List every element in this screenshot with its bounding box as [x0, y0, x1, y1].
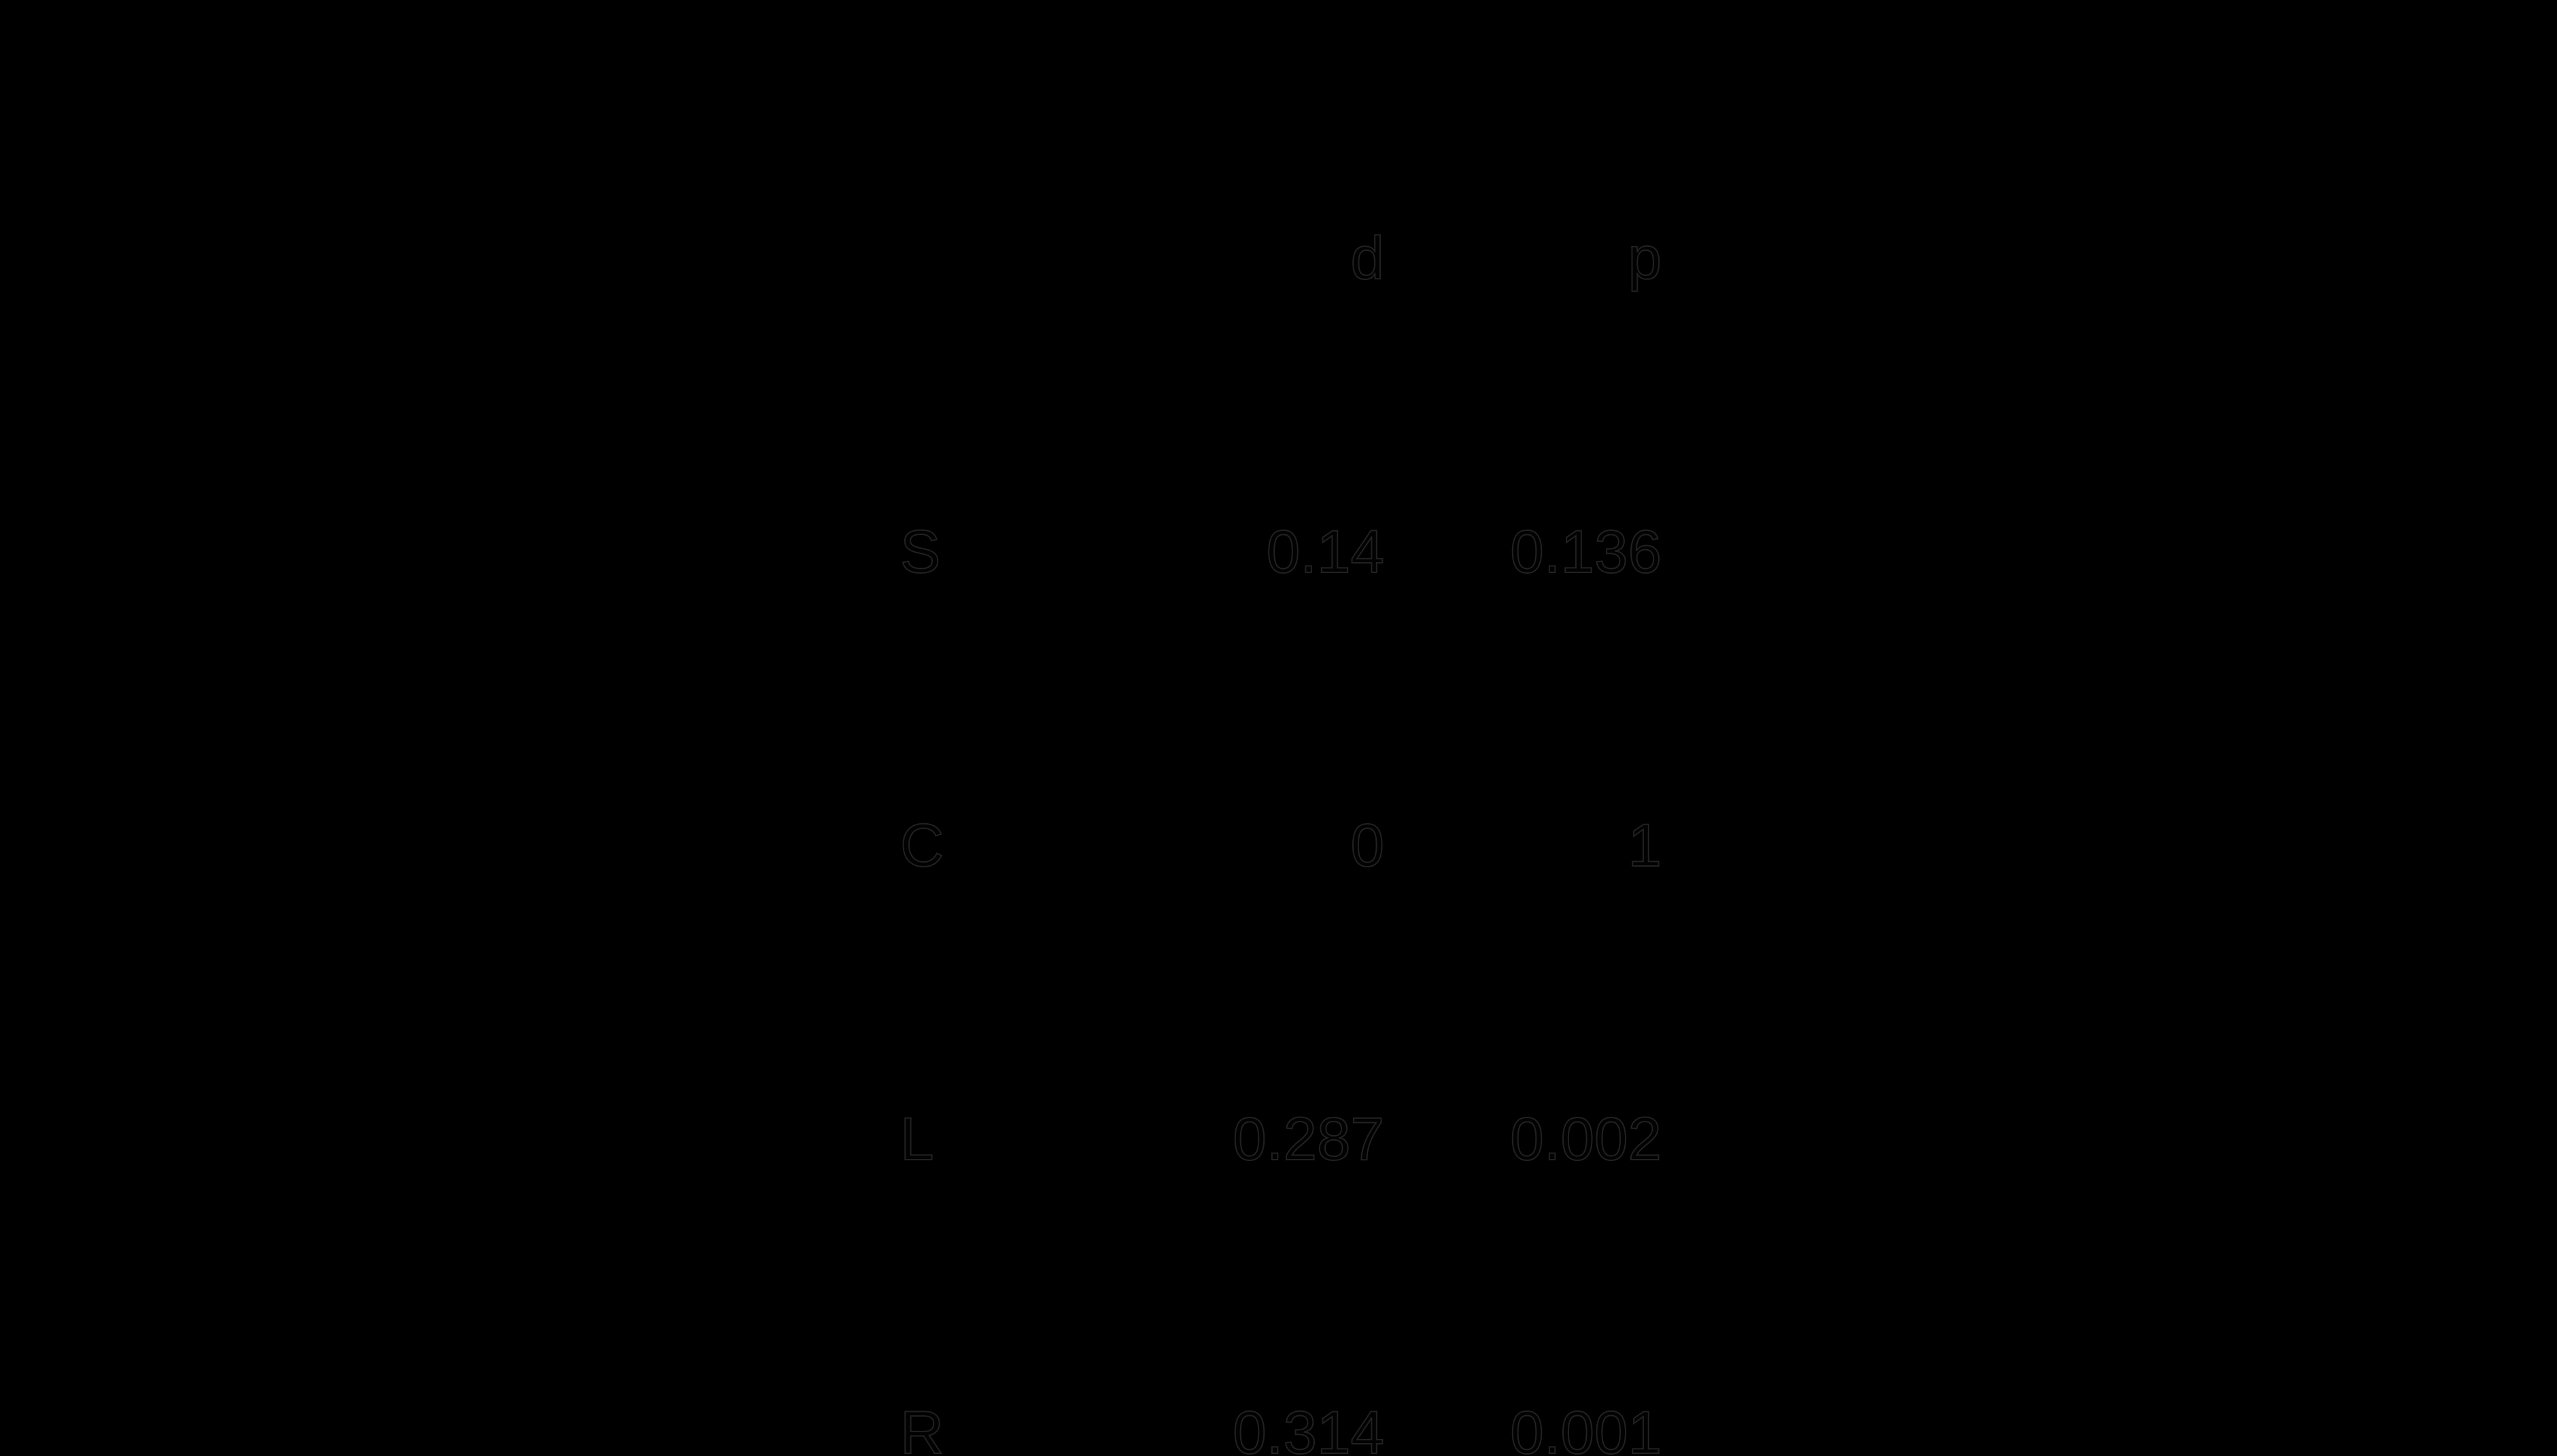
row-label: S: [899, 517, 941, 586]
cell-p-value: 0.001: [1509, 1398, 1662, 1456]
header-empty-cell: [900, 216, 1165, 300]
header-col-d: d: [1350, 223, 1386, 292]
table-row: S 0.14 0.136: [899, 510, 1666, 593]
cell-d-value: 0.314: [1232, 1398, 1385, 1456]
header-col-p: p: [1628, 223, 1663, 292]
table-row: C 0 1: [899, 803, 1666, 887]
table-row: L 0.287 0.002: [899, 1097, 1666, 1181]
cell-d-value: 0.14: [1266, 517, 1385, 586]
stats-table: d p S 0.14 0.136 C 0 1 L 0.287 0.002 R 0…: [899, 6, 1666, 1456]
row-label: L: [899, 1104, 935, 1173]
cell-p-value: 0.136: [1509, 517, 1662, 586]
cell-p-value: 1: [1628, 810, 1663, 880]
table-row: R 0.314 0.001: [899, 1391, 1666, 1456]
cell-p-value: 0.002: [1509, 1104, 1662, 1173]
row-label: R: [899, 1398, 944, 1456]
cell-d-value: 0.287: [1232, 1104, 1385, 1173]
table-header-row: d p: [900, 216, 1666, 300]
cell-d-value: 0: [1350, 810, 1386, 880]
row-label: C: [899, 810, 944, 880]
